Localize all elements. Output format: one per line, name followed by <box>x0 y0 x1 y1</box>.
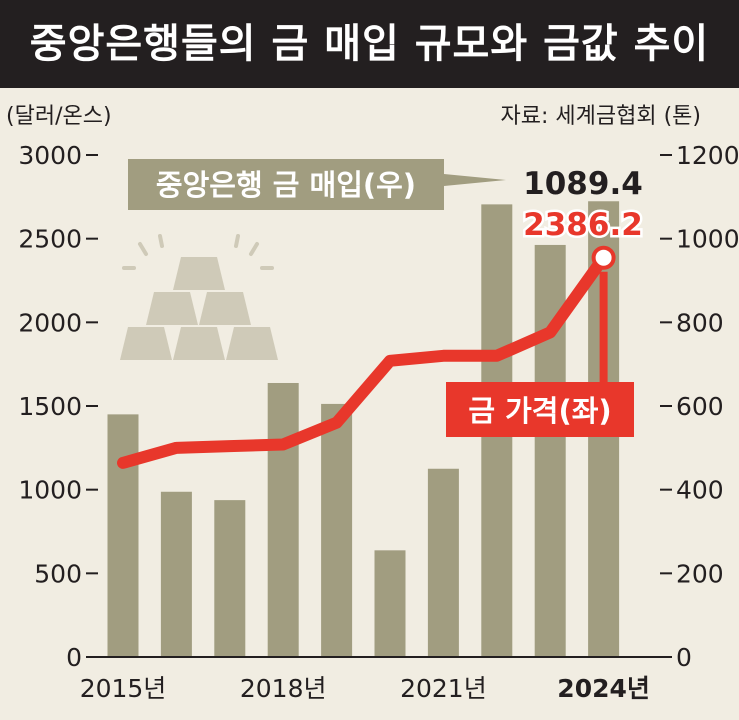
gold-sparkle-1 <box>138 242 148 256</box>
bar-2015 <box>107 414 139 657</box>
bar-2017 <box>214 500 246 657</box>
right-tick-label-1200: 1200 <box>676 141 739 170</box>
bar-series-label: 중앙은행 금 매입(우) <box>156 168 416 202</box>
right-tick-label-600: 600 <box>676 392 724 421</box>
bar-2020 <box>374 550 406 657</box>
bar-2023 <box>534 244 566 658</box>
left-tick-label-0: 0 <box>66 643 82 672</box>
gold-bar-5 <box>199 292 251 325</box>
left-tick-label-500: 500 <box>34 559 82 588</box>
bar-series-label-box <box>128 159 506 210</box>
right-tick-label-0: 0 <box>676 643 692 672</box>
bar-2018 <box>267 382 299 657</box>
left-tick-label-2000: 2000 <box>18 308 82 337</box>
right-tick-label-800: 800 <box>676 308 724 337</box>
right-tick-label-400: 400 <box>676 476 724 505</box>
gold-bar-3 <box>226 327 278 360</box>
price-line <box>117 251 610 469</box>
bar-2019 <box>321 403 353 657</box>
gold-bar-2 <box>173 327 225 360</box>
bar-2016 <box>160 491 192 657</box>
x-tick-label-2015: 2015년 <box>80 674 167 703</box>
price-line-end-marker <box>591 245 616 270</box>
line-series-label-box <box>446 382 634 437</box>
x-tick-label-2018: 2018년 <box>240 674 327 703</box>
left-tick-label-2500: 2500 <box>18 225 82 254</box>
line-last-value-label: 2386.2 <box>523 207 643 243</box>
gold-sparkle-2 <box>158 234 164 248</box>
gold-sparkle-3 <box>234 234 240 248</box>
chart-title: 중앙은행들의 금 매입 규모와 금값 추이 <box>29 21 710 67</box>
source-note: 자료: 세계금협회 (톤) <box>500 104 702 129</box>
bar-last-value-label: 1089.4 <box>523 166 643 202</box>
gold-bar-6 <box>173 257 225 290</box>
title-bar: 중앙은행들의 금 매입 규모와 금값 추이 <box>0 0 739 88</box>
line-series-label: 금 가격(좌) <box>468 394 611 428</box>
right-tick-label-1000: 1000 <box>676 225 739 254</box>
gold-bar-4 <box>146 292 198 325</box>
gold-bar-1 <box>120 327 172 360</box>
line-series-label-pointer <box>599 271 608 383</box>
bar-2021 <box>427 468 459 657</box>
left-tick-label-3000: 3000 <box>18 141 82 170</box>
left-tick-label-1500: 1500 <box>18 392 82 421</box>
x-tick-label-2021: 2021년 <box>400 674 487 703</box>
right-tick-label-200: 200 <box>676 559 724 588</box>
gold-sparkle-4 <box>249 242 259 256</box>
x-tick-label-2024: 2024년 <box>557 674 650 703</box>
left-axis-unit: (달러/온스) <box>6 104 112 129</box>
left-tick-label-1000: 1000 <box>18 476 82 505</box>
